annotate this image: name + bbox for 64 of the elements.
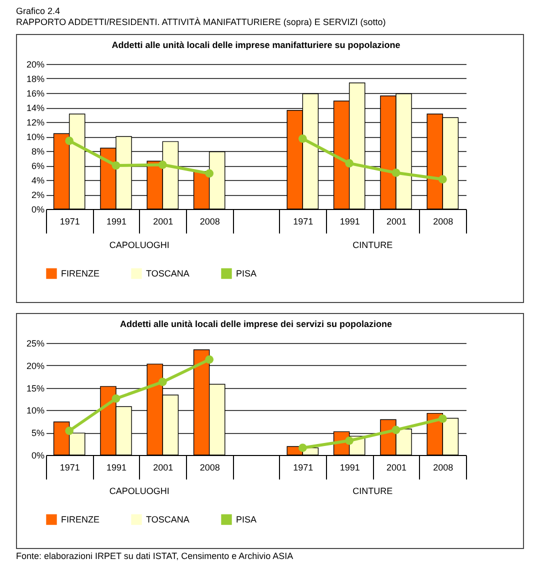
- x-tick-label: 2001: [386, 462, 407, 472]
- y-tick-label: 6%: [31, 161, 44, 171]
- point: [205, 355, 214, 364]
- x-tick-label: 2008: [200, 216, 220, 226]
- point: [392, 168, 400, 177]
- x-tick-label: 2001: [386, 216, 407, 226]
- text: CINTURE: [352, 240, 393, 250]
- x-tick-label: 1991: [106, 216, 127, 226]
- y-tick-label: 0%: [31, 450, 44, 460]
- x-tick-label: 1991: [340, 462, 360, 472]
- y-tick-label: 16%: [26, 88, 44, 98]
- y-tick-label: 5%: [31, 428, 44, 438]
- point: [65, 426, 74, 435]
- point: [438, 414, 447, 423]
- legend-label: FIRENZE: [61, 514, 100, 525]
- legend-label: PISA: [236, 514, 257, 525]
- point: [345, 159, 354, 168]
- legend-label: TOSCANA: [146, 268, 190, 279]
- x-tick-label: 1971: [293, 216, 314, 226]
- y-tick-label: 18%: [26, 74, 44, 84]
- x-tick-label: 1991: [340, 216, 360, 226]
- y-tick-label: 14%: [26, 103, 44, 113]
- x-tick-label: 1971: [60, 462, 80, 472]
- point: [392, 426, 400, 434]
- text: CAPOLUOGHI: [109, 240, 170, 250]
- point: [298, 134, 307, 143]
- x-tick-label: 2001: [153, 216, 174, 226]
- x-tick-label: 2008: [200, 462, 220, 472]
- y-tick-label: 15%: [26, 383, 44, 394]
- source-note: Fonte: elaborazioni IRPET su dati ISTAT, Censimento e Archivio ASIA: [16, 551, 294, 561]
- point: [298, 444, 307, 452]
- y-tick-label: 20%: [26, 360, 44, 371]
- point: [158, 378, 167, 386]
- y-tick-label: 10%: [26, 132, 44, 142]
- point: [112, 161, 120, 170]
- text: CINTURE: [352, 486, 393, 496]
- point: [438, 175, 447, 184]
- y-tick-label: 4%: [31, 176, 44, 186]
- chart-title: Addetti alle unità locali delle imprese manifatturiere su popolazione: [112, 40, 400, 50]
- x-tick-label: 1971: [293, 462, 314, 472]
- point: [65, 136, 74, 146]
- text: RAPPORTO ADDETTI/RESIDENTI. ATTIVITÀ MANIFATTURIERE (sopra) E SERVIZI (sotto): [16, 17, 387, 28]
- legend-label: PISA: [236, 268, 257, 279]
- text: CAPOLUOGHI: [109, 486, 170, 496]
- point: [205, 169, 214, 178]
- y-tick-label: 20%: [26, 60, 44, 70]
- y-tick-label: 8%: [31, 146, 44, 156]
- y-tick-label: 12%: [26, 118, 44, 128]
- legend-label: FIRENZE: [61, 268, 100, 279]
- chart-title: Addetti alle unità locali delle imprese dei servizi su popolazione: [120, 319, 392, 329]
- y-tick-label: 2%: [31, 190, 44, 200]
- point: [112, 394, 120, 403]
- x-tick-label: 1991: [106, 462, 127, 472]
- legend-label: TOSCANA: [146, 514, 190, 525]
- x-tick-label: 1971: [60, 216, 80, 226]
- y-tick-label: 0%: [31, 204, 44, 214]
- y-tick-label: 25%: [26, 338, 44, 348]
- x-tick-label: 2008: [433, 216, 454, 226]
- point: [345, 436, 354, 445]
- y-tick-label: 10%: [26, 406, 44, 416]
- text: Grafico 2.4: [16, 6, 62, 17]
- point: [158, 160, 167, 169]
- x-tick-label: 2008: [433, 462, 454, 472]
- x-tick-label: 2001: [153, 462, 174, 472]
